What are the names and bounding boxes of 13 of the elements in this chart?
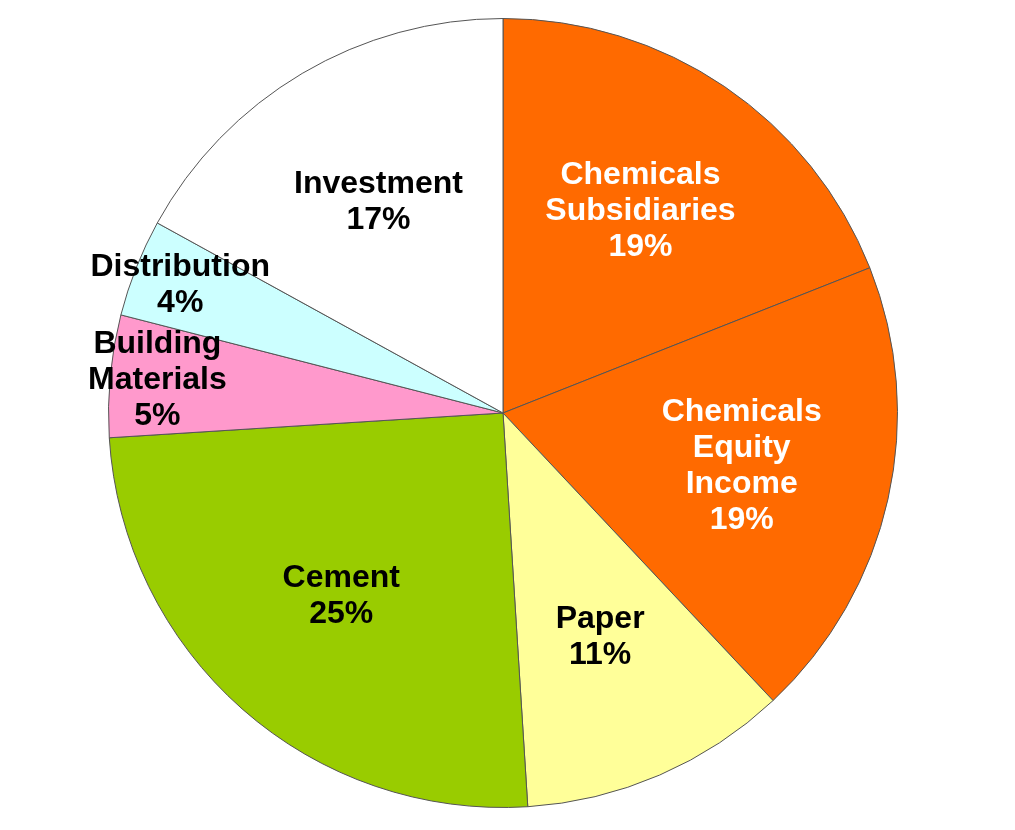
data-label: 4% bbox=[157, 283, 204, 320]
slice-label: Chemicals Equity Income bbox=[661, 392, 822, 501]
slice-label: Investment bbox=[294, 164, 464, 201]
data-label: 17% bbox=[346, 200, 411, 237]
data-label: 19% bbox=[608, 226, 673, 263]
data-label: 11% bbox=[569, 635, 632, 672]
slice-label: Chemicals Subsidiaries bbox=[545, 154, 736, 227]
data-label: 19% bbox=[709, 500, 774, 537]
slice-label: Paper bbox=[555, 599, 645, 636]
slice-label: Building Materials bbox=[88, 324, 227, 397]
data-label: 5% bbox=[134, 396, 181, 433]
slice-label: Cement bbox=[282, 558, 401, 595]
data-label: 25% bbox=[309, 594, 374, 631]
